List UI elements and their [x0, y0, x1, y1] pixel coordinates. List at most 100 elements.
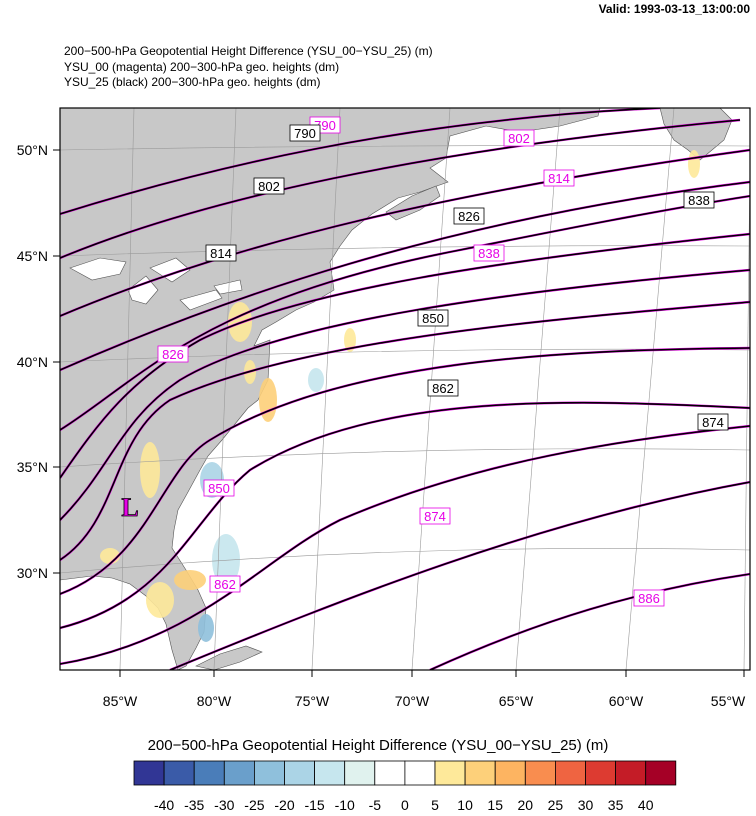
colorbar-box-11 [464, 760, 496, 786]
colorbar-title: 200−500-hPa Geopotential Height Differen… [147, 737, 609, 754]
colorbar-box-12 [494, 760, 526, 786]
black-label-838: 838 [683, 191, 715, 209]
colorbar-label-2: -30 [214, 797, 234, 813]
magenta-label-850-text: 850 [208, 481, 230, 496]
black-label-850: 850 [417, 309, 449, 327]
contours-black [60, 108, 750, 670]
magenta-label-802: 802 [503, 129, 535, 147]
colorbar-box-6 [314, 760, 346, 786]
colorbar-box-8 [374, 760, 406, 786]
colorbar-label-14: 30 [578, 797, 594, 813]
labels-magenta: 790 802 814 826 838 850 862 874 886 [157, 116, 665, 607]
labels-black: 790 802 814 826 838 850 862 874 [205, 124, 729, 431]
lon-label-80w: 80°W [197, 693, 232, 709]
lat-label-35n: 35°N [17, 459, 48, 475]
low-pressure-marker: L [121, 493, 138, 522]
lat-tick-labels: 50°N 45°N 40°N 35°N 30°N [17, 142, 48, 581]
lon-tick-labels: 85°W 80°W 75°W 70°W 65°W 60°W 55°W [103, 693, 746, 709]
lon-label-70w: 70°W [395, 693, 430, 709]
magenta-label-802-text: 802 [508, 131, 530, 146]
colorbar-box-13 [524, 760, 556, 786]
colorbar-label-9: 5 [431, 797, 439, 813]
magenta-label-874-text: 874 [424, 509, 446, 524]
black-label-838-text: 838 [688, 193, 710, 208]
black-label-850-text: 850 [422, 311, 444, 326]
great-lakes [69, 257, 243, 311]
magenta-label-850: 850 [203, 479, 235, 497]
magenta-label-874: 874 [419, 507, 451, 525]
colorbar-box-7 [344, 760, 376, 786]
colorbar-box-10 [434, 760, 466, 786]
title-line-1: 200−500-hPa Geopotential Height Differen… [64, 44, 433, 58]
colorbar-box-15 [585, 760, 617, 786]
colorbar-label-7: -5 [369, 797, 382, 813]
colorbar-label-16: 40 [638, 797, 654, 813]
colorbar-label-11: 15 [487, 797, 503, 813]
colorbar-label-8: 0 [401, 797, 409, 813]
black-label-790: 790 [289, 124, 321, 142]
lon-label-55w: 55°W [711, 693, 746, 709]
black-label-874: 874 [697, 413, 729, 431]
colorbar-box-5 [284, 760, 316, 786]
colorbar-label-12: 20 [518, 797, 534, 813]
magenta-label-814: 814 [543, 169, 575, 187]
colorbar-label-15: 35 [608, 797, 624, 813]
magenta-label-826-text: 826 [162, 347, 184, 362]
colorbar-label-0: -40 [154, 797, 174, 813]
colorbar-label-5: -15 [304, 797, 324, 813]
black-label-862-text: 862 [432, 381, 454, 396]
title-block: 200−500-hPa Geopotential Height Differen… [64, 44, 433, 91]
colorbar-label-4: -20 [274, 797, 294, 813]
colorbar-box-9 [404, 760, 436, 786]
lat-label-40n: 40°N [17, 354, 48, 370]
title-line-3: YSU_25 (black) 200−300-hPa geo. heights … [64, 75, 321, 89]
colorbar-box-1 [163, 760, 195, 786]
colorbar-box-3 [223, 760, 255, 786]
black-label-802-text: 802 [258, 179, 280, 194]
colorbar-boxes [133, 760, 677, 786]
colorbar-box-0 [133, 760, 165, 786]
lon-label-85w: 85°W [103, 693, 138, 709]
colorbar-box-17 [645, 760, 677, 786]
colorbar-box-4 [253, 760, 285, 786]
black-label-826: 826 [453, 207, 485, 225]
lon-label-60w: 60°W [609, 693, 644, 709]
colorbar-label-6: -10 [335, 797, 355, 813]
black-label-874-text: 874 [702, 415, 724, 430]
magenta-label-886: 886 [633, 589, 665, 607]
colorbar-label-1: -35 [184, 797, 204, 813]
land-north-america [60, 108, 601, 670]
black-label-802: 802 [253, 177, 285, 195]
colorbar-label-3: -25 [244, 797, 264, 813]
magenta-label-838-text: 838 [478, 246, 500, 261]
colorbar-label-13: 25 [548, 797, 564, 813]
lat-label-50n: 50°N [17, 142, 48, 158]
magenta-label-838: 838 [473, 244, 505, 262]
lon-label-65w: 65°W [499, 693, 534, 709]
colorbar-box-14 [555, 760, 586, 786]
colorbar-box-16 [615, 760, 647, 786]
black-label-814-text: 814 [210, 246, 232, 261]
lon-label-75w: 75°W [295, 693, 330, 709]
black-label-790-text: 790 [294, 126, 316, 141]
colorbar-tick-labels: -40 -35 -30 -25 -20 -15 -10 -5 0 5 10 15 20 25 30 35 40 [154, 797, 654, 813]
black-label-814: 814 [205, 244, 237, 262]
black-label-862: 862 [427, 379, 459, 397]
lat-label-45n: 45°N [17, 248, 48, 264]
magenta-label-862-text: 862 [214, 577, 236, 592]
valid-time-label: Valid: 1993-03-13_13:00:00 [598, 2, 750, 16]
land-cuba [195, 645, 263, 670]
magenta-label-826: 826 [157, 345, 189, 363]
magenta-label-862: 862 [209, 575, 241, 593]
magenta-label-886-text: 886 [638, 591, 660, 606]
map-frame [59, 107, 751, 671]
black-label-826-text: 826 [458, 209, 480, 224]
magenta-label-814-text: 814 [548, 171, 570, 186]
tick-marks [53, 149, 745, 677]
title-line-2: YSU_00 (magenta) 200−300-hPa geo. height… [64, 59, 340, 74]
lat-label-30n: 30°N [17, 565, 48, 581]
land-newfoundland [659, 108, 733, 161]
colorbar-label-10: 10 [457, 797, 473, 813]
